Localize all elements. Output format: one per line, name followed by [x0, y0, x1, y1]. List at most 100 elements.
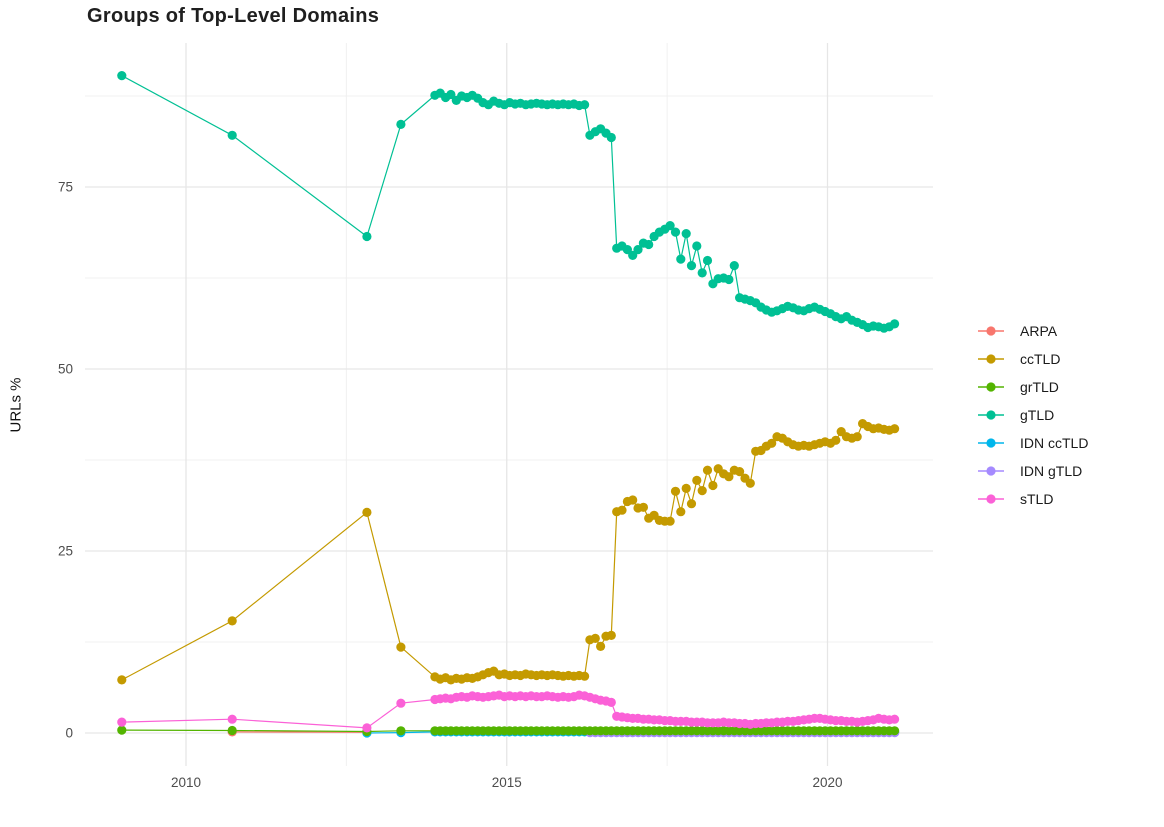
data-point-cctld — [606, 630, 616, 641]
x-tick-label: 2010 — [171, 775, 201, 790]
data-point-gtld — [692, 241, 702, 251]
legend-item-label: sTLD — [1020, 491, 1054, 507]
data-point-stld — [890, 714, 900, 724]
data-point-stld — [606, 697, 616, 708]
legend-item-label: IDN gTLD — [1020, 463, 1083, 479]
data-point-gtld — [724, 274, 734, 285]
gridlines-major — [85, 43, 933, 766]
data-point-cctld — [692, 475, 702, 485]
data-point-gtld — [670, 227, 681, 237]
data-point-cctld — [638, 502, 649, 512]
data-point-cctld — [852, 432, 862, 442]
legend-key-icon-idn-gtld — [978, 466, 1004, 476]
data-point-cctld — [724, 472, 734, 482]
data-point-cctld — [617, 505, 627, 515]
legend-key-icon-cctld — [978, 354, 1004, 364]
data-point-gtld — [697, 268, 707, 278]
legend-key-icon-gtld — [978, 410, 1004, 420]
series-line-gtld — [121, 75, 895, 329]
legend-item-gtld: gTLD — [976, 406, 1088, 424]
legend-key-icon-arpa — [978, 326, 1004, 336]
data-point-gtld — [606, 132, 616, 143]
legend-key-dot — [986, 354, 996, 364]
data-point-cctld — [580, 671, 590, 681]
data-point-cctld — [670, 486, 681, 496]
legend-key-dot — [986, 410, 996, 420]
series-gtld — [117, 71, 900, 333]
data-point-cctld — [708, 480, 718, 491]
data-point-cctld — [676, 507, 686, 517]
legend-item-stld: sTLD — [976, 490, 1088, 508]
data-point-cctld — [702, 465, 713, 475]
legend-key-dot — [986, 438, 996, 448]
data-point-stld — [227, 714, 237, 724]
y-tick-label: 75 — [58, 180, 73, 195]
legend-item-label: IDN ccTLD — [1020, 435, 1089, 451]
data-point-gtld — [729, 261, 739, 271]
data-point-cctld — [767, 438, 777, 448]
legend-item-label: ARPA — [1020, 323, 1058, 339]
data-point-stld — [117, 717, 127, 727]
data-point-cctld — [362, 507, 372, 517]
y-tick-label: 50 — [58, 362, 73, 377]
data-point-cctld — [697, 486, 707, 496]
series-arpa — [227, 727, 372, 737]
data-point-gtld — [665, 221, 675, 231]
data-point-cctld — [735, 467, 745, 477]
legend-key-icon-idn-cctld — [978, 438, 1004, 448]
data-point-gtld — [580, 100, 590, 110]
x-tick-label: 2020 — [812, 775, 842, 790]
data-point-gtld — [890, 319, 900, 329]
data-point-gtld — [633, 245, 643, 255]
series-stld — [117, 690, 900, 733]
series-cctld — [117, 419, 900, 685]
data-point-cctld — [396, 642, 406, 652]
data-point-stld — [362, 723, 372, 733]
data-point-gtld — [117, 71, 127, 81]
legend-key-dot — [986, 494, 996, 504]
data-point-cctld — [745, 478, 755, 488]
legend-item-grtld: grTLD — [976, 378, 1088, 396]
data-point-gtld — [362, 231, 372, 242]
x-tick-label: 2015 — [492, 775, 522, 790]
data-point-grtld — [227, 725, 237, 736]
data-point-cctld — [628, 495, 638, 505]
data-point-gtld — [702, 255, 713, 266]
axis-tick-labels: 2010 2015 2020 0 25 50 75 — [58, 180, 843, 791]
data-point-cctld — [596, 641, 606, 652]
data-point-gtld — [686, 261, 697, 271]
data-point-gtld — [628, 250, 638, 260]
data-point-cctld — [681, 483, 691, 493]
data-point-grtld — [890, 726, 900, 736]
data-point-gtld — [227, 130, 237, 140]
legend-key-icon-grtld — [978, 382, 1004, 392]
legend-key-dot — [986, 466, 996, 476]
data-point-cctld — [117, 675, 127, 685]
series-line-cctld — [121, 422, 895, 681]
data-point-gtld — [622, 245, 633, 255]
data-point-gtld — [446, 89, 456, 100]
legend-item-idn-gtld: IDN gTLD — [976, 462, 1088, 480]
y-tick-label: 0 — [65, 726, 73, 741]
data-point-cctld — [665, 516, 675, 526]
data-point-grtld — [396, 726, 406, 736]
legend-key-dot — [986, 326, 996, 336]
gridlines-minor — [85, 43, 933, 766]
legend-item-cctld: ccTLD — [976, 350, 1088, 368]
data-point-gtld — [676, 254, 686, 264]
legend-item-arpa: ARPA — [976, 322, 1088, 340]
data-point-gtld — [396, 119, 406, 129]
legend-item-label: ccTLD — [1020, 351, 1061, 367]
y-tick-label: 25 — [58, 544, 73, 559]
data-point-cctld — [227, 616, 237, 626]
data-point-stld — [396, 698, 406, 708]
data-point-gtld — [681, 229, 691, 239]
legend-item-idn-cctld: IDN ccTLD — [976, 434, 1088, 452]
legend-key-dot — [986, 382, 996, 392]
legend-item-label: gTLD — [1020, 407, 1055, 423]
data-point-cctld — [831, 435, 841, 445]
chart-title: Groups of Top-Level Domains — [87, 5, 380, 27]
legend: ARPA ccTLD grTLD gTLD IDN ccTLD IDN gTLD sTLD — [976, 322, 1088, 508]
